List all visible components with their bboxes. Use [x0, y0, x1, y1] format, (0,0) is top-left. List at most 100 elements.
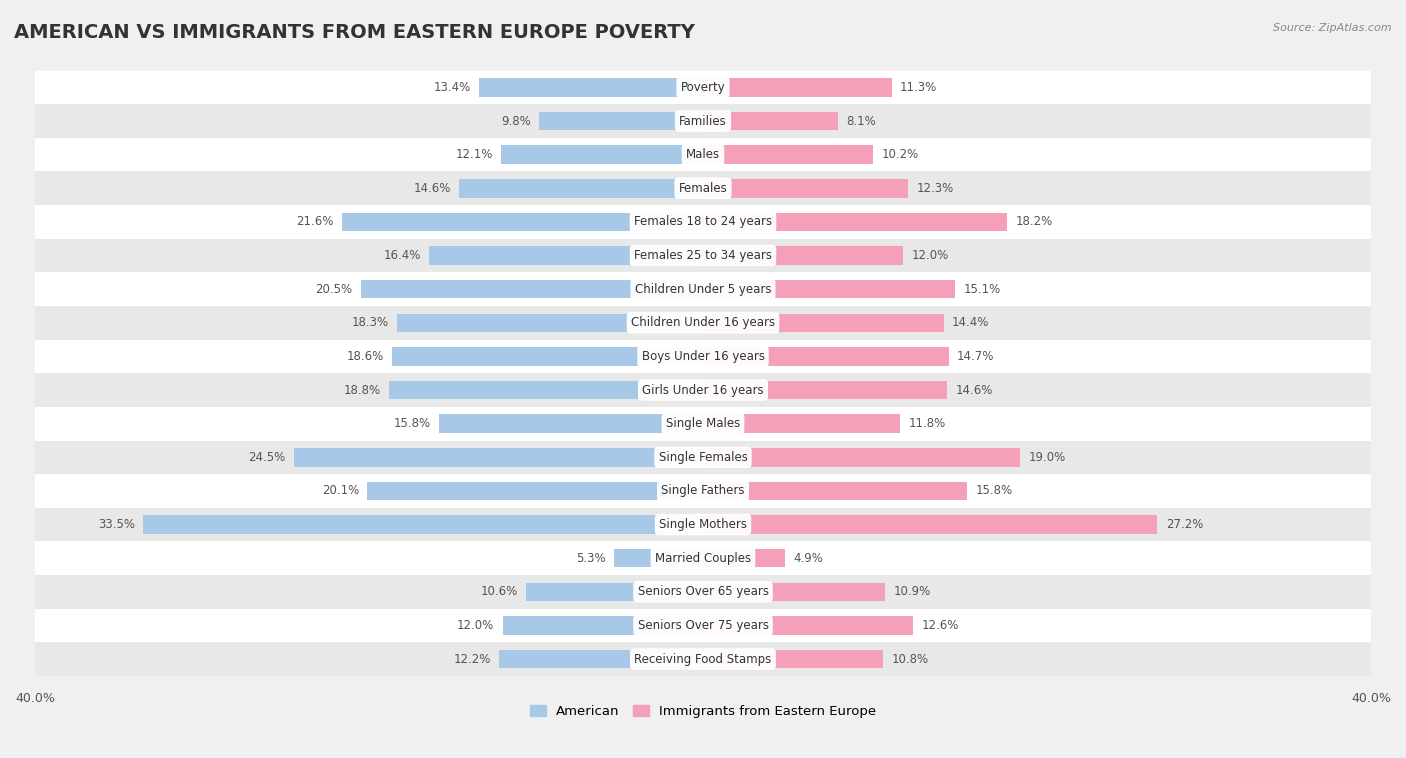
- Text: 15.1%: 15.1%: [963, 283, 1001, 296]
- Bar: [294, 448, 703, 467]
- Text: Seniors Over 65 years: Seniors Over 65 years: [637, 585, 769, 598]
- Text: 15.8%: 15.8%: [394, 417, 430, 431]
- Bar: [526, 583, 703, 601]
- Text: Females 25 to 34 years: Females 25 to 34 years: [634, 249, 772, 262]
- Text: 24.5%: 24.5%: [249, 451, 285, 464]
- Text: Single Males: Single Males: [666, 417, 740, 431]
- Text: 10.6%: 10.6%: [481, 585, 517, 598]
- Text: 14.4%: 14.4%: [952, 316, 990, 329]
- Text: Families: Families: [679, 114, 727, 127]
- Text: Children Under 16 years: Children Under 16 years: [631, 316, 775, 329]
- Bar: [703, 280, 955, 299]
- Text: 12.0%: 12.0%: [457, 619, 495, 632]
- Bar: [703, 583, 884, 601]
- Bar: [703, 515, 1157, 534]
- Text: Males: Males: [686, 148, 720, 161]
- Text: 14.6%: 14.6%: [955, 384, 993, 396]
- Text: 18.6%: 18.6%: [347, 350, 384, 363]
- Text: 27.2%: 27.2%: [1166, 518, 1204, 531]
- Bar: [35, 475, 1371, 508]
- Bar: [35, 541, 1371, 575]
- Bar: [703, 314, 943, 332]
- Bar: [479, 78, 703, 96]
- Bar: [501, 146, 703, 164]
- Text: 21.6%: 21.6%: [297, 215, 333, 228]
- Bar: [360, 280, 703, 299]
- Bar: [35, 340, 1371, 373]
- Text: Source: ZipAtlas.com: Source: ZipAtlas.com: [1274, 23, 1392, 33]
- Bar: [35, 575, 1371, 609]
- Text: 15.8%: 15.8%: [976, 484, 1012, 497]
- Text: 10.2%: 10.2%: [882, 148, 920, 161]
- Text: 9.8%: 9.8%: [501, 114, 531, 127]
- Text: 18.3%: 18.3%: [352, 316, 389, 329]
- Text: 12.2%: 12.2%: [454, 653, 491, 666]
- Bar: [35, 272, 1371, 306]
- Bar: [703, 650, 883, 669]
- Bar: [540, 111, 703, 130]
- Bar: [35, 642, 1371, 676]
- Text: AMERICAN VS IMMIGRANTS FROM EASTERN EUROPE POVERTY: AMERICAN VS IMMIGRANTS FROM EASTERN EURO…: [14, 23, 695, 42]
- Text: Children Under 5 years: Children Under 5 years: [634, 283, 772, 296]
- Bar: [35, 306, 1371, 340]
- Bar: [398, 314, 703, 332]
- Bar: [502, 616, 703, 634]
- Bar: [460, 179, 703, 198]
- Bar: [703, 246, 904, 265]
- Text: 5.3%: 5.3%: [576, 552, 606, 565]
- Bar: [35, 609, 1371, 642]
- Bar: [703, 179, 908, 198]
- Text: 4.9%: 4.9%: [793, 552, 823, 565]
- Bar: [703, 481, 967, 500]
- Text: 10.9%: 10.9%: [893, 585, 931, 598]
- Text: 14.6%: 14.6%: [413, 182, 451, 195]
- Text: 13.4%: 13.4%: [433, 81, 471, 94]
- Text: 10.8%: 10.8%: [891, 653, 929, 666]
- Text: 16.4%: 16.4%: [384, 249, 420, 262]
- Bar: [389, 381, 703, 399]
- Bar: [35, 508, 1371, 541]
- Bar: [703, 415, 900, 433]
- Bar: [392, 347, 703, 365]
- Bar: [499, 650, 703, 669]
- Text: 12.0%: 12.0%: [911, 249, 949, 262]
- Bar: [35, 407, 1371, 440]
- Text: 8.1%: 8.1%: [846, 114, 876, 127]
- Bar: [35, 104, 1371, 138]
- Text: Females 18 to 24 years: Females 18 to 24 years: [634, 215, 772, 228]
- Text: 20.1%: 20.1%: [322, 484, 359, 497]
- Text: Single Mothers: Single Mothers: [659, 518, 747, 531]
- Bar: [703, 146, 873, 164]
- Legend: American, Immigrants from Eastern Europe: American, Immigrants from Eastern Europe: [524, 700, 882, 723]
- Bar: [367, 481, 703, 500]
- Text: Receiving Food Stamps: Receiving Food Stamps: [634, 653, 772, 666]
- Text: Females: Females: [679, 182, 727, 195]
- Bar: [703, 549, 785, 568]
- Bar: [35, 171, 1371, 205]
- Text: 12.1%: 12.1%: [456, 148, 492, 161]
- Bar: [429, 246, 703, 265]
- Bar: [703, 381, 946, 399]
- Bar: [143, 515, 703, 534]
- Bar: [35, 138, 1371, 171]
- Text: Poverty: Poverty: [681, 81, 725, 94]
- Text: 12.6%: 12.6%: [922, 619, 959, 632]
- Bar: [342, 213, 703, 231]
- Text: Single Fathers: Single Fathers: [661, 484, 745, 497]
- Text: Girls Under 16 years: Girls Under 16 years: [643, 384, 763, 396]
- Text: 18.2%: 18.2%: [1015, 215, 1053, 228]
- Text: 20.5%: 20.5%: [315, 283, 353, 296]
- Text: 14.7%: 14.7%: [957, 350, 994, 363]
- Text: 12.3%: 12.3%: [917, 182, 955, 195]
- Bar: [35, 440, 1371, 475]
- Bar: [703, 213, 1007, 231]
- Text: Seniors Over 75 years: Seniors Over 75 years: [637, 619, 769, 632]
- Text: 11.3%: 11.3%: [900, 81, 938, 94]
- Bar: [703, 347, 949, 365]
- Text: 11.8%: 11.8%: [908, 417, 946, 431]
- Bar: [614, 549, 703, 568]
- Bar: [703, 78, 891, 96]
- Text: Married Couples: Married Couples: [655, 552, 751, 565]
- Text: Boys Under 16 years: Boys Under 16 years: [641, 350, 765, 363]
- Bar: [35, 239, 1371, 272]
